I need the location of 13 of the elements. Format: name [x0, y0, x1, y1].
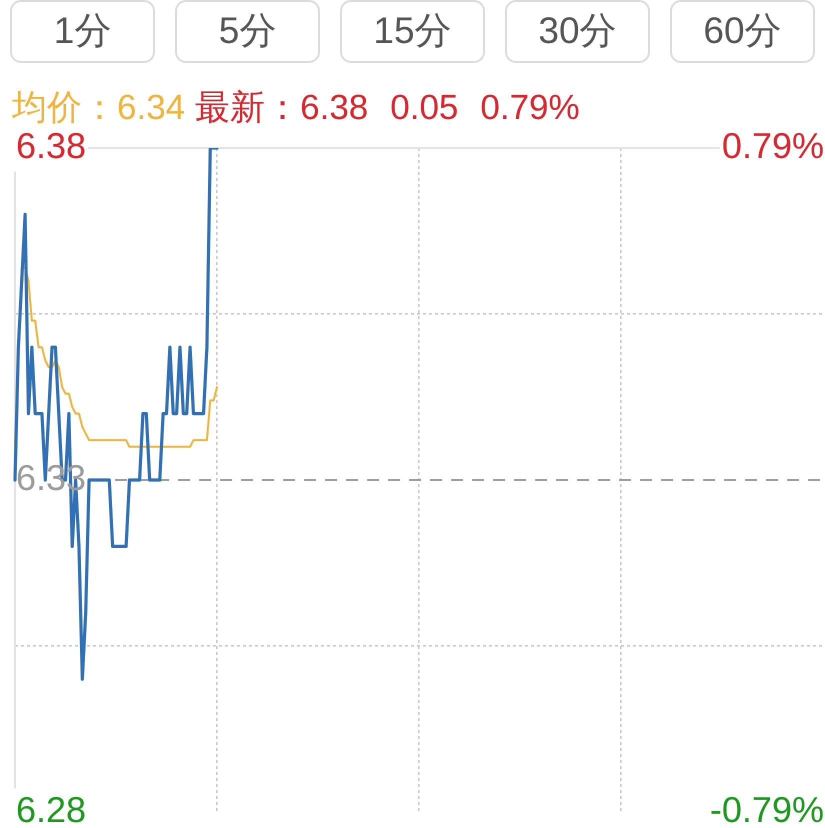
period-tab[interactable]: 5分 [175, 0, 320, 63]
text: 0.05 [390, 88, 458, 127]
text: 均价：6.34 [12, 88, 186, 127]
period-tab[interactable]: 1分 [10, 0, 155, 63]
y2-tick-label: -0.79% [710, 788, 824, 828]
y2-tick-label: 0.79% [722, 124, 824, 166]
period-tab[interactable]: 60分 [670, 0, 815, 63]
text: 0.79% [480, 88, 580, 127]
text: 最新：6.38 [195, 88, 368, 127]
period-tab[interactable]: 15分 [340, 0, 485, 63]
y-tick-label: 6.38 [16, 124, 86, 166]
period-tab[interactable]: 30分 [505, 0, 650, 63]
y-tick-label: 6.28 [16, 788, 86, 828]
